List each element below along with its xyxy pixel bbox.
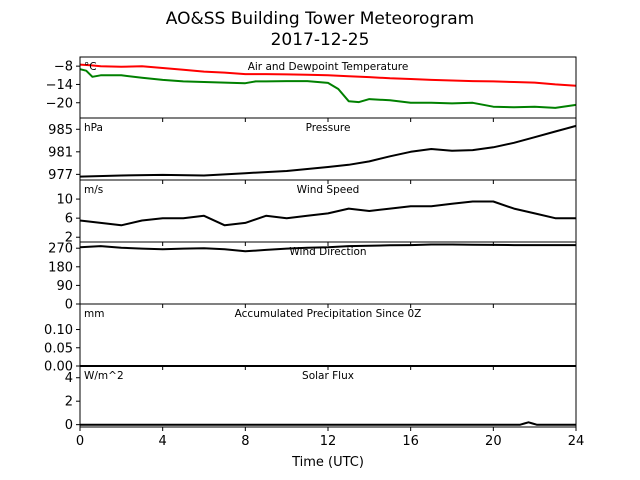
- panel-3-title: Wind Direction: [289, 246, 366, 258]
- panel-3-ytick-label-1: 90: [56, 279, 73, 294]
- panel-0-ytick-label-2: −20: [46, 96, 73, 111]
- x-axis-label: Time (UTC): [291, 455, 364, 470]
- panel-3-series-0-line: [79, 243, 576, 253]
- panel-5: 0 2 4 W/m^2 Solar Flux: [65, 365, 577, 433]
- xtick-label-1: 4: [159, 434, 167, 449]
- figure-title-line2: 2017-12-25: [271, 30, 370, 50]
- panel-4-ytick-label-0: 0.00: [44, 360, 73, 375]
- panel-4: 0.00 0.05 0.10 mm Accumulated Precipitation …: [44, 303, 577, 375]
- panel-5-ytick-label-0: 0: [65, 418, 73, 433]
- panel-2-ytick-label-2: 10: [56, 193, 73, 208]
- panel-2-ytick-label-0: 2: [65, 231, 73, 246]
- xtick-label-3: 12: [320, 434, 337, 449]
- panel-1-title: Pressure: [306, 122, 351, 134]
- panel-0-ytick-label-1: −14: [46, 78, 73, 93]
- panel-4-unit: mm: [84, 308, 104, 320]
- panel-5-title: Solar Flux: [302, 370, 354, 382]
- panels-group: −8 −14 −20 °C Air and Dewpoint Temperature 97…: [44, 56, 577, 433]
- panel-1-ytick-label-1: 981: [48, 145, 73, 160]
- panel-4-ytick-label-1: 0.05: [44, 341, 73, 356]
- panel-5-unit: W/m^2: [84, 370, 124, 382]
- panel-2-unit: m/s: [84, 184, 103, 196]
- panel-3-ytick-label-0: 0: [65, 298, 73, 313]
- panel-0-series-1-line: [79, 68, 577, 109]
- panel-5-ytick-label-2: 4: [65, 371, 73, 386]
- panel-1-ytick-label-2: 985: [48, 123, 73, 138]
- xtick-label-2: 8: [241, 434, 249, 449]
- panel-4-ytick-label-2: 0.10: [44, 323, 73, 338]
- panel-1-series-0-line: [79, 124, 577, 178]
- panel-0-unit: °C: [84, 61, 97, 73]
- panel-2-ytick-label-1: 6: [65, 212, 73, 227]
- panel-5-ytick-label-1: 2: [65, 395, 73, 410]
- panel-2-title: Wind Speed: [297, 184, 360, 196]
- panel-3-ytick-label-2: 180: [48, 260, 73, 275]
- xtick-label-5: 20: [485, 434, 502, 449]
- panel-1-unit: hPa: [84, 122, 103, 134]
- figure-title-line1: AO&SS Building Tower Meteorogram: [166, 9, 474, 29]
- panel-1-ytick-label-0: 977: [48, 168, 73, 183]
- panel-3: 0 90 180 270 Wind Direction: [48, 241, 577, 313]
- x-axis: 0 4 8 12 16 20 24: [76, 434, 584, 449]
- xtick-label-0: 0: [76, 434, 84, 449]
- panel-1: 977 981 985 hPa Pressure: [48, 117, 577, 184]
- panel-2: 2 6 10 m/s Wind Speed: [56, 179, 577, 246]
- xtick-label-4: 16: [402, 434, 419, 449]
- panel-0-series-0-line: [79, 63, 577, 87]
- panel-0-ytick-label-0: −8: [54, 60, 73, 75]
- panel-3-ytick-label-3: 270: [48, 242, 73, 257]
- panel-5-series-0-line: [80, 421, 576, 426]
- panel-0-title: Air and Dewpoint Temperature: [248, 61, 409, 73]
- xtick-label-6: 24: [568, 434, 585, 449]
- panel-0: −8 −14 −20 °C Air and Dewpoint Temperature: [46, 56, 577, 122]
- panel-4-title: Accumulated Precipitation Since 0Z: [235, 308, 422, 320]
- panel-2-series-0-line: [79, 200, 576, 227]
